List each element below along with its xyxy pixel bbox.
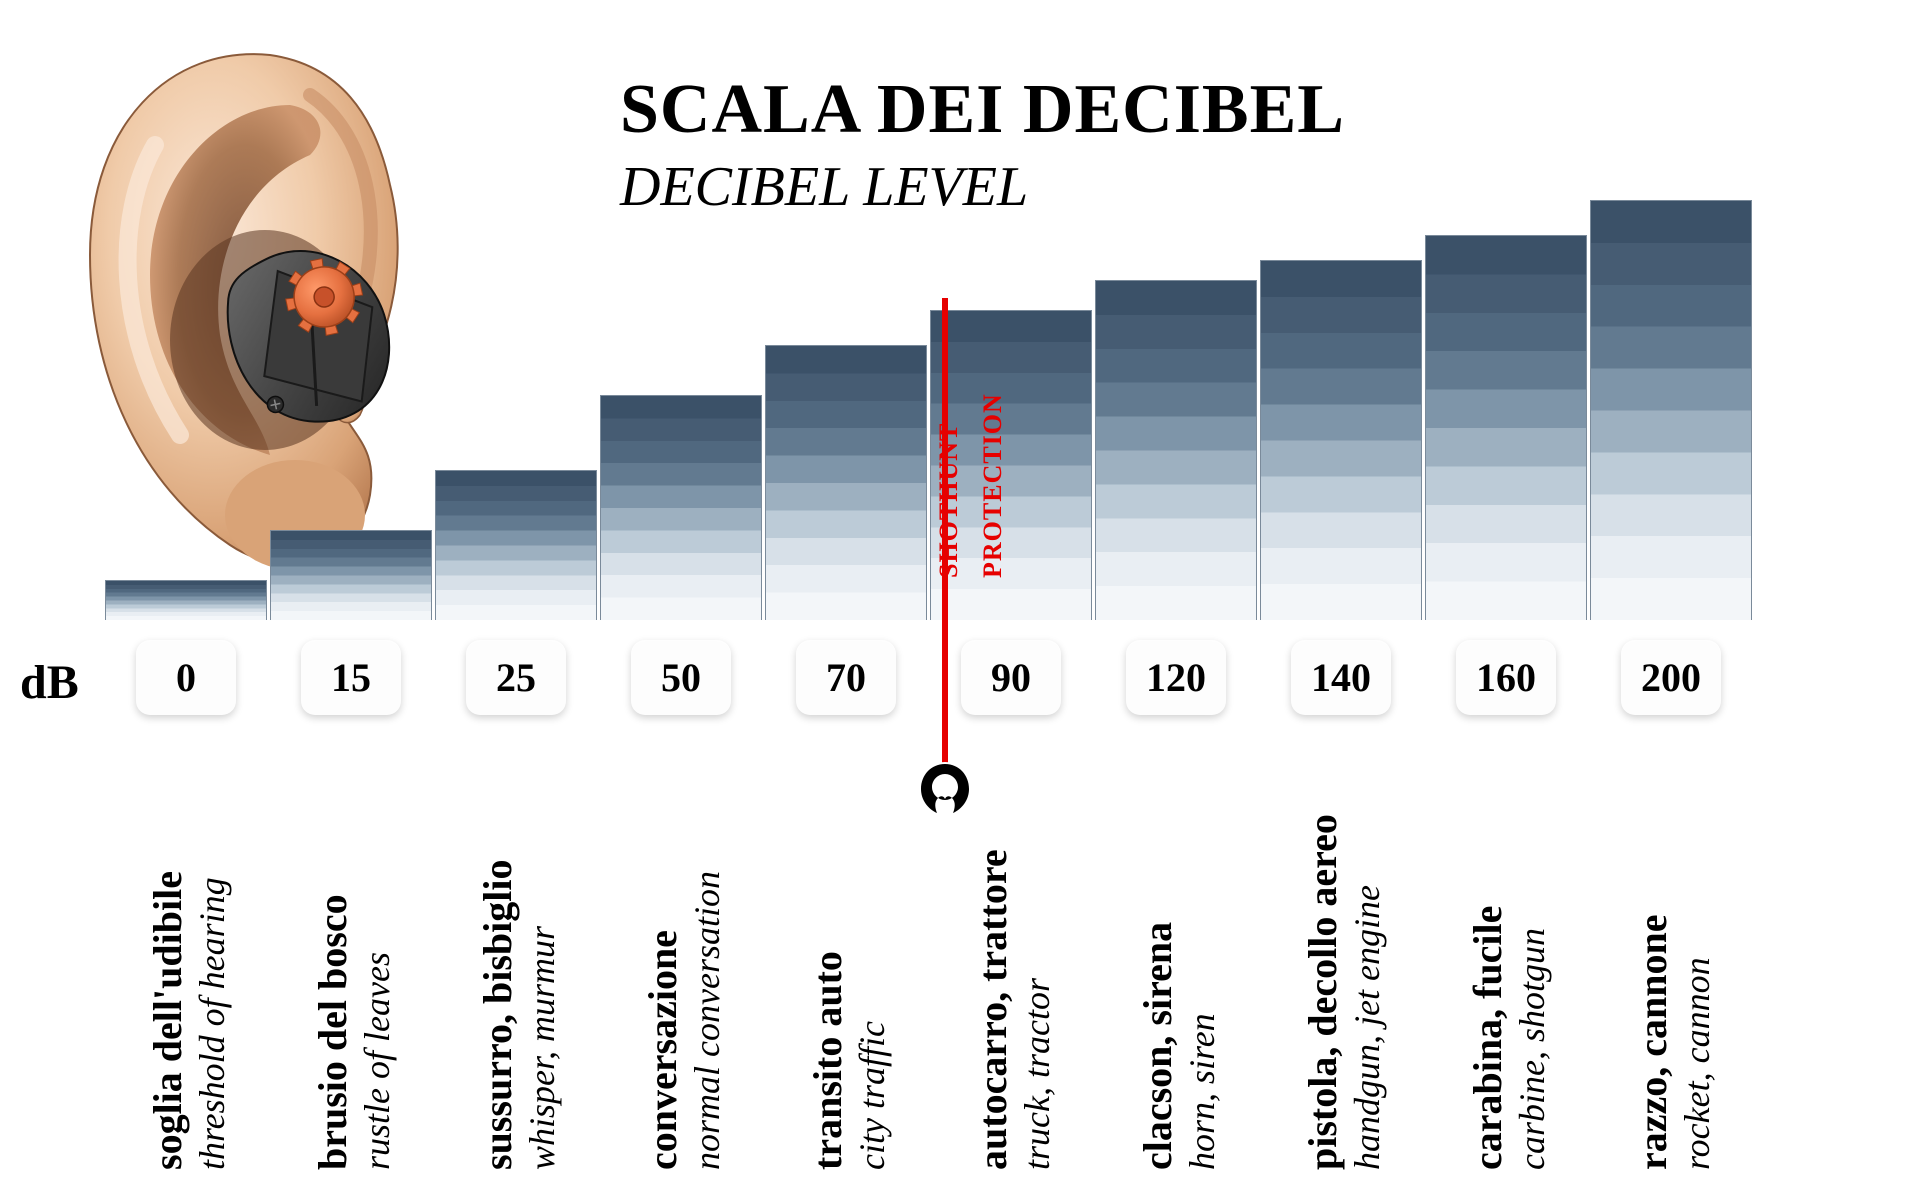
db-unit-label: dB: [20, 655, 79, 710]
db-badge-50: 50: [631, 640, 731, 715]
db-badge-0: 0: [136, 640, 236, 715]
db-badge-90: 90: [961, 640, 1061, 715]
title-main: SCALA DEI DECIBEL: [620, 70, 1345, 150]
db-badge-160: 160: [1456, 640, 1556, 715]
bar-25db: [435, 470, 597, 620]
label-140db: pistola, decollo aereohandgun, jet engin…: [1299, 814, 1388, 1170]
label-25db: sussurro, bisbigliowhisper, murmur: [474, 860, 563, 1171]
bar-140db: [1260, 260, 1422, 620]
db-badge-70: 70: [796, 640, 896, 715]
bar-0db: [105, 580, 267, 620]
protection-earplug-icon: [915, 760, 975, 825]
label-70db: transito autocity traffic: [804, 951, 893, 1170]
title-block: SCALA DEI DECIBEL DECIBEL LEVEL: [620, 70, 1345, 219]
bar-200db: [1590, 200, 1752, 620]
db-badge-200: 200: [1621, 640, 1721, 715]
label-200db: razzo, cannonerocket, cannon: [1629, 914, 1718, 1170]
bar-50db: [600, 395, 762, 620]
db-badge-120: 120: [1126, 640, 1226, 715]
label-90db: autocarro, trattoretruck, tractor: [969, 849, 1058, 1170]
db-badge-25: 25: [466, 640, 566, 715]
ear-illustration: [60, 35, 420, 575]
db-badge-140: 140: [1291, 640, 1391, 715]
protection-label-2: PROTECTION: [978, 393, 1008, 578]
protection-label-1: SHOTHUNT: [934, 423, 964, 578]
label-50db: conversazionenormal conversation: [639, 871, 728, 1170]
db-badge-15: 15: [301, 640, 401, 715]
label-15db: brusio del boscorustle of leaves: [309, 894, 398, 1170]
bar-70db: [765, 345, 927, 620]
bar-160db: [1425, 235, 1587, 620]
label-0db: soglia dell'udibilethreshold of hearing: [144, 871, 233, 1170]
label-160db: carabina, fucilecarbine, shotgun: [1464, 906, 1553, 1170]
title-sub: DECIBEL LEVEL: [620, 155, 1345, 219]
bar-120db: [1095, 280, 1257, 620]
bar-15db: [270, 530, 432, 620]
label-120db: clacson, sirenahorn, siren: [1134, 922, 1223, 1170]
db-row: dB 0 15 25 50 70 90 120 140 160 200: [20, 640, 1900, 720]
